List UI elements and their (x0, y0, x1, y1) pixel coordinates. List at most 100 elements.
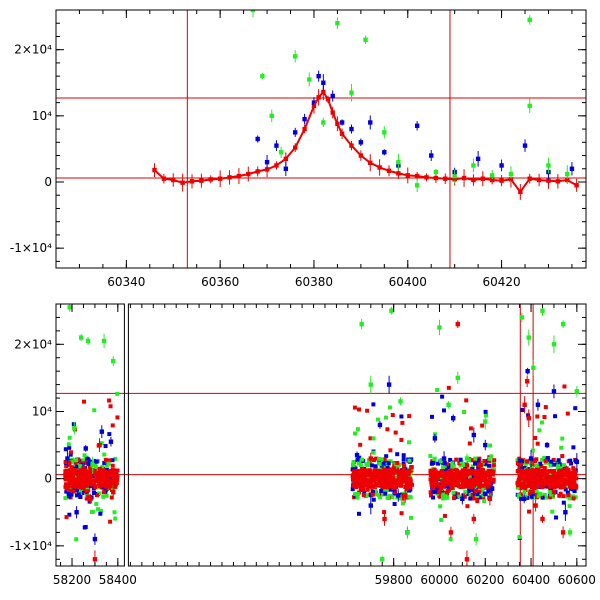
data-point (441, 456, 447, 461)
data-point (520, 408, 525, 413)
data-point (486, 472, 491, 477)
data-point (567, 504, 572, 509)
data-point (274, 143, 279, 148)
data-point (448, 530, 454, 535)
data-point (82, 399, 87, 404)
data-point (574, 459, 580, 465)
data-point (443, 467, 448, 472)
data-point (439, 517, 444, 522)
data-point (471, 496, 476, 501)
data-point (350, 473, 355, 478)
data-point (463, 490, 468, 495)
data-point (359, 468, 364, 473)
data-point (388, 487, 393, 492)
data-point (482, 499, 487, 504)
data-point (103, 444, 108, 449)
data-point (530, 489, 535, 494)
y-tick-label: 10⁴ (32, 404, 52, 418)
data-point (76, 457, 81, 462)
data-point (390, 413, 395, 418)
data-point (370, 472, 375, 477)
data-point (388, 448, 393, 453)
data-point (392, 502, 397, 507)
data-point (107, 475, 112, 480)
data-point (264, 159, 270, 165)
data-point (386, 382, 392, 387)
data-point (534, 489, 539, 494)
data-point (368, 382, 373, 387)
data-point (367, 468, 372, 473)
data-point (527, 509, 532, 514)
data-point (480, 423, 485, 428)
y-tick-label: -1×10⁴ (10, 539, 52, 553)
data-point (97, 442, 102, 448)
data-point (381, 461, 386, 466)
data-point (486, 484, 491, 489)
data-point (499, 163, 504, 168)
data-point (370, 492, 375, 497)
data-point (87, 475, 92, 480)
data-point (152, 167, 157, 173)
data-point (524, 379, 530, 384)
data-point (386, 495, 391, 500)
data-point (533, 480, 538, 485)
data-point (547, 484, 552, 489)
data-point (547, 476, 552, 481)
data-point (399, 437, 404, 442)
data-point (565, 411, 570, 416)
data-point (460, 496, 465, 502)
data-point (80, 471, 85, 476)
data-point (477, 495, 482, 500)
data-point (367, 460, 372, 465)
data-point (378, 495, 383, 500)
data-point (454, 457, 459, 462)
data-point (431, 460, 436, 465)
data-point (487, 496, 493, 502)
data-point (85, 338, 91, 344)
data-point (457, 494, 462, 499)
data-point (98, 511, 103, 516)
data-point (115, 468, 120, 473)
data-point (113, 482, 118, 487)
data-point (404, 481, 409, 486)
data-point (107, 458, 112, 463)
data-point (85, 456, 90, 461)
data-point (544, 470, 549, 475)
data-point (83, 469, 88, 474)
data-point (469, 477, 474, 482)
data-point (428, 490, 433, 495)
data-point (373, 488, 378, 493)
data-point (573, 406, 578, 411)
data-point (560, 436, 565, 441)
data-point (408, 481, 413, 486)
data-point (469, 458, 474, 463)
data-point (441, 496, 446, 501)
data-point (544, 475, 549, 480)
data-point (549, 459, 554, 464)
data-point (72, 484, 77, 489)
data-point (66, 442, 71, 447)
data-point (433, 479, 438, 484)
data-point (82, 484, 87, 489)
data-point (477, 472, 482, 477)
data-point (457, 476, 462, 481)
data-point (302, 116, 307, 122)
data-point (352, 480, 357, 485)
data-point (571, 445, 576, 450)
y-tick-label: 2×10⁴ (14, 43, 52, 57)
data-point (520, 466, 525, 471)
data-point (94, 502, 99, 507)
data-point (255, 136, 260, 142)
data-point (70, 483, 75, 488)
data-point (441, 484, 446, 489)
data-point (349, 126, 354, 132)
data-point (356, 511, 361, 516)
data-point (473, 488, 478, 493)
data-point (393, 479, 398, 484)
data-point (458, 457, 463, 462)
data-point (471, 516, 477, 522)
data-point (522, 473, 527, 478)
data-point (379, 478, 384, 483)
data-point (92, 490, 97, 495)
